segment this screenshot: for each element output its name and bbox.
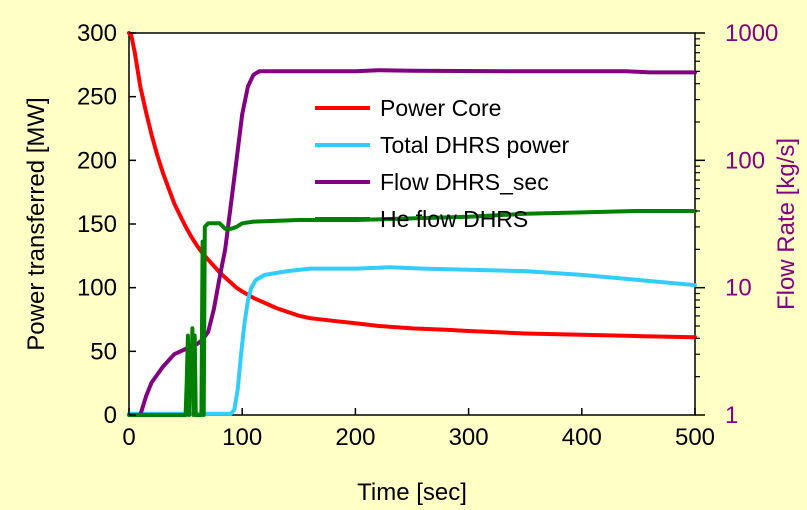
- y-tick-label: 50: [90, 338, 117, 365]
- x-tick-label: 300: [449, 424, 489, 451]
- x-tick-label: 500: [675, 424, 715, 451]
- y-tick-label: 250: [77, 84, 117, 111]
- x-tick-label: 0: [122, 424, 135, 451]
- x-tick-label: 100: [222, 424, 262, 451]
- y2-tick-label: 1000: [725, 20, 778, 47]
- y2-axis-title: Flow Rate [kg/s]: [773, 138, 800, 310]
- x-tick-label: 400: [562, 424, 602, 451]
- legend-label: Total DHRS power: [380, 132, 570, 158]
- tick-labels-group: 0 100 200 300 400 500 0 50 100 150 200 250 300 1 10 100…: [77, 20, 778, 451]
- legend-label: He flow DHRS: [380, 206, 528, 232]
- legend: Power Core Total DHRS power Flow DHRS_sec H…: [315, 95, 570, 232]
- x-tick-label: 200: [335, 424, 375, 451]
- series-line-3: [138, 68, 697, 417]
- y-tick-label: 100: [77, 275, 117, 302]
- legend-label: Flow DHRS_sec: [380, 169, 549, 195]
- y2-tick-label: 1: [725, 402, 738, 429]
- y-tick-label: 0: [104, 402, 117, 429]
- y2-tick-label: 100: [725, 147, 765, 174]
- series-line-4: [127, 209, 697, 417]
- series-line-1: [127, 31, 697, 340]
- y-axis-title: Power transferred [MW]: [23, 97, 50, 350]
- y-tick-label: 200: [77, 147, 117, 174]
- y2-tick-label: 10: [725, 275, 752, 302]
- y-tick-label: 300: [77, 20, 117, 47]
- series-line-2: [127, 265, 697, 416]
- series-group: [127, 31, 697, 417]
- y-tick-label: 150: [77, 211, 117, 238]
- legend-label: Power Core: [380, 95, 501, 121]
- x-axis-title: Time [sec]: [357, 479, 467, 506]
- axes-group: [128, 32, 705, 416]
- plot-area: [128, 32, 696, 416]
